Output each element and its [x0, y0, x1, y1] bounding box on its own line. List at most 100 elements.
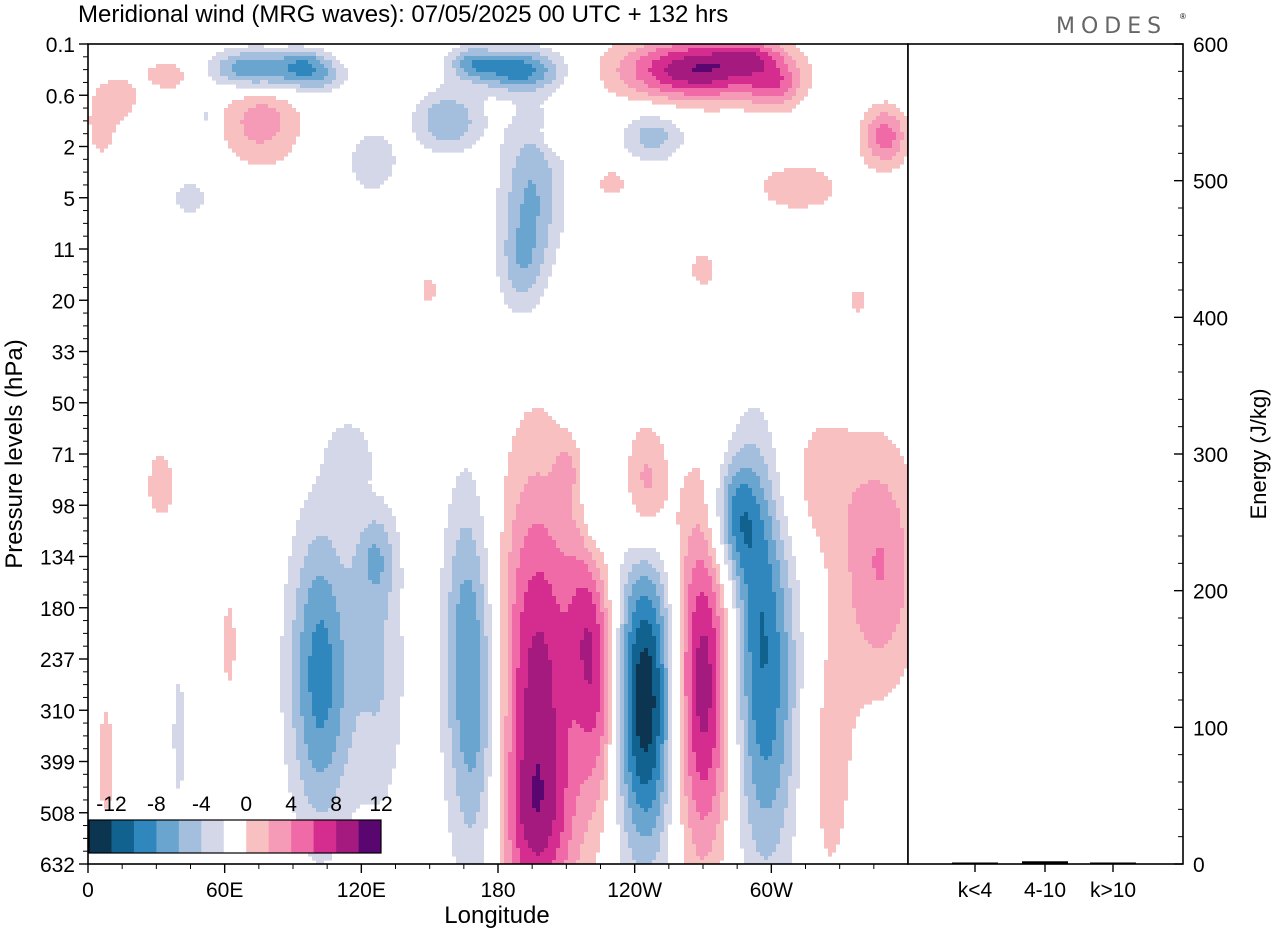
contour-cell: [620, 848, 632, 853]
contour-cell: [92, 112, 128, 117]
contour-cell: [316, 476, 372, 481]
contour-cell: [208, 68, 220, 73]
contour-cell: [700, 856, 704, 861]
contour-cell: [680, 492, 704, 497]
contour-cell: [580, 652, 592, 657]
contour-cell: [508, 564, 520, 569]
contour-cell: [512, 712, 516, 717]
contour-cell: [524, 752, 556, 757]
contour-cell: [784, 724, 792, 729]
contour-cell: [648, 652, 656, 657]
contour-cell: [668, 644, 672, 649]
contour-cell: [504, 772, 508, 777]
contour-cell: [524, 600, 556, 605]
contour-cell: [728, 492, 736, 497]
contour-cell: [664, 724, 668, 729]
contour-cell: [616, 92, 648, 97]
contour-cell: [792, 712, 800, 717]
contour-cell: [656, 592, 664, 597]
contour-cell: [628, 840, 660, 845]
contour-cell: [516, 160, 548, 165]
contour-cell: [424, 280, 432, 285]
contour-cell: [664, 584, 668, 589]
contour-cell: [824, 704, 864, 709]
contour-cell: [736, 632, 740, 637]
contour-cell: [716, 660, 720, 665]
contour-cell: [760, 748, 772, 753]
contour-cell: [720, 804, 728, 809]
x-axis-label: Longitude: [444, 902, 549, 929]
contour-cell: [552, 592, 576, 597]
contour-cell: [496, 188, 512, 193]
contour-cell: [696, 756, 712, 761]
contour-cell: [620, 768, 624, 773]
contour-cell: [680, 652, 684, 657]
contour-cell: [636, 600, 652, 605]
contour-cell: [720, 516, 724, 521]
contour-cell: [224, 664, 232, 669]
contour-cell: [772, 800, 788, 805]
contour-cell: [716, 696, 720, 701]
contour-cell: [740, 624, 744, 629]
contour-cell: [776, 628, 784, 633]
contour-cell: [720, 740, 724, 745]
contour-cell: [720, 684, 724, 689]
contour-cell: [584, 676, 592, 681]
contour-cell: [848, 568, 876, 573]
contour-cell: [616, 728, 620, 733]
contour-cell: [224, 668, 232, 673]
contour-cell: [516, 800, 520, 805]
contour-cell: [596, 716, 604, 721]
contour-cell: [764, 632, 780, 637]
contour-cell: [532, 784, 544, 789]
contour-cell: [384, 628, 400, 633]
contour-cell: [732, 548, 736, 553]
contour-cell: [652, 100, 752, 105]
contour-cell: [456, 696, 480, 701]
contour-cell: [524, 200, 540, 205]
contour-cell: [640, 476, 652, 481]
contour-cell: [876, 140, 892, 145]
contour-cell: [884, 548, 904, 553]
contour-cell: [504, 524, 512, 529]
contour-cell: [512, 180, 528, 185]
contour-cell: [332, 684, 344, 689]
contour-cell: [504, 136, 544, 141]
contour-cell: [528, 580, 548, 585]
contour-cell: [760, 624, 764, 629]
contour-cell: [688, 804, 696, 809]
contour-cell: [528, 76, 544, 81]
contour-cell: [624, 660, 628, 665]
contour-cell: [876, 132, 896, 137]
contour-cell: [876, 572, 884, 577]
contour-cell: [776, 728, 784, 733]
contour-cell: [508, 208, 520, 213]
contour-cell: [624, 680, 628, 685]
contour-cell: [808, 444, 896, 449]
contour-cell: [676, 520, 708, 525]
contour-cell: [660, 748, 664, 753]
contour-cell: [764, 756, 768, 761]
contour-cell: [796, 92, 808, 97]
contour-cell: [696, 524, 700, 529]
contour-cell: [604, 696, 608, 701]
contour-cell: [780, 648, 788, 653]
contour-cell: [632, 664, 636, 669]
contour-cell: [332, 436, 364, 441]
contour-cell: [232, 100, 288, 105]
contour-cell: [480, 664, 488, 669]
contour-cell: [732, 496, 756, 501]
contour-cell: [724, 760, 728, 765]
contour-cell: [508, 572, 516, 577]
contour-cell: [760, 628, 764, 633]
contour-cell: [512, 100, 544, 105]
contour-cell: [228, 608, 232, 613]
contour-cell: [720, 588, 724, 593]
contour-cell: [788, 580, 800, 585]
contour-cell: [728, 84, 752, 89]
contour-cell: [632, 708, 636, 713]
contour-cell: [516, 252, 532, 257]
contour-cell: [792, 732, 800, 737]
contour-cell: [652, 684, 660, 689]
contour-cell: [720, 692, 724, 697]
